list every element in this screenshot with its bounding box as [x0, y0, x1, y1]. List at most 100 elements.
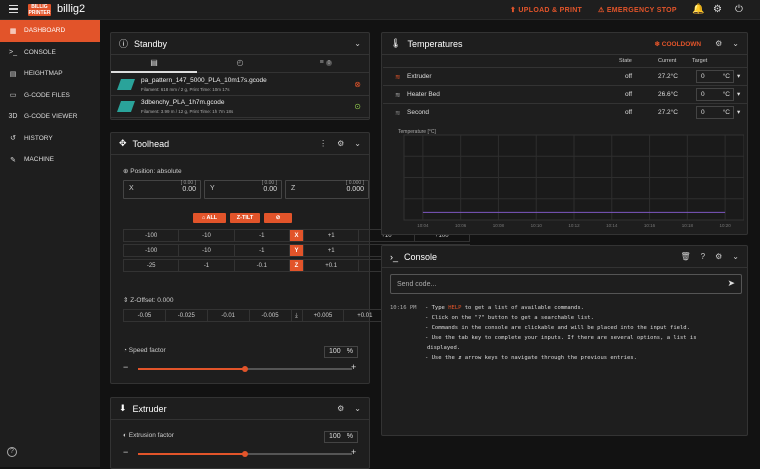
toolhead-settings-icon[interactable]: ⚙	[337, 139, 345, 148]
collapse-icon[interactable]: ⌄	[354, 404, 361, 413]
jog-x-button[interactable]: -100	[123, 229, 180, 242]
sidebar-item-console[interactable]: >_ CONSOLE	[0, 42, 100, 64]
send-icon[interactable]: ➤	[727, 278, 735, 288]
speed-increase-button[interactable]: +	[351, 362, 357, 372]
sidebar-item-history[interactable]: ↺ HISTORY	[0, 128, 100, 150]
more-icon[interactable]: ⋮	[319, 139, 328, 148]
extrusion-decrease-button[interactable]: −	[123, 447, 129, 457]
home-y-button[interactable]: Y	[288, 244, 304, 257]
heater-current: 26.6°C	[658, 91, 678, 98]
file-status-icon[interactable]: ⊗	[354, 80, 361, 89]
jog-y-button[interactable]: -10	[178, 244, 235, 257]
preset-dropdown-icon[interactable]: ▾	[737, 109, 741, 116]
menu-icon[interactable]	[9, 5, 18, 13]
zoffset-label: ⇕ Z-Offset: 0.000	[123, 297, 174, 304]
home-z-button[interactable]: Z	[288, 259, 304, 272]
standby-panel: ⓘ Standby ⌄ ▤ ◴ ≡ 0 pa_pattern_147_5000_PL…	[110, 32, 370, 120]
jog-y-button[interactable]: -100	[123, 244, 180, 257]
extruder-settings-icon[interactable]: ⚙	[337, 404, 345, 413]
position-z-input[interactable]: Z [ 0.000 ] 0.000	[285, 180, 369, 199]
collapse-icon[interactable]: ⌄	[354, 139, 361, 148]
help-console-icon[interactable]: ?	[700, 252, 706, 261]
sidebar-item-g-code-viewer[interactable]: 3D G-CODE VIEWER	[0, 106, 100, 128]
jog-x-button[interactable]: +1	[302, 229, 360, 242]
console-line[interactable]: - Type HELP to get a list of available c…	[425, 305, 584, 311]
zoffset-button[interactable]: +0.01	[343, 309, 387, 322]
sidebar-item-dashboard[interactable]: ▦ DASHBOARD	[0, 20, 100, 42]
extruder-icon: ⬇	[119, 403, 127, 413]
heater-state: off	[625, 91, 633, 98]
collapse-icon[interactable]: ⌄	[354, 39, 361, 48]
jog-z-button[interactable]: -25	[123, 259, 180, 272]
console-line[interactable]: - Commands in the console are clickable …	[425, 325, 690, 331]
console-settings-icon[interactable]: ⚙	[715, 252, 723, 261]
console-title: Console	[404, 251, 438, 262]
extrusion-increase-button[interactable]: +	[351, 447, 357, 457]
speed-decrease-button[interactable]: −	[123, 362, 129, 372]
settings-icon[interactable]: ⚙	[713, 4, 722, 15]
zoffset-button[interactable]: -0.05	[123, 309, 166, 322]
speed-slider-handle[interactable]	[242, 366, 248, 372]
info-icon: ⓘ	[119, 39, 129, 49]
zoffset-button[interactable]: -0.025	[164, 309, 208, 322]
tab-queue[interactable]: ≡ 0	[319, 59, 333, 66]
jog-y-button[interactable]: +1	[302, 244, 360, 257]
sidebar-item-label: HISTORY	[24, 134, 53, 142]
jog-z-button[interactable]: -0.1	[233, 259, 290, 272]
upload-print-button[interactable]: ⬆ UPLOAD & PRINT	[510, 7, 583, 14]
preset-dropdown-icon[interactable]: ▾	[737, 91, 741, 98]
tab-history[interactable]: ◴	[236, 58, 244, 67]
jog-z-button[interactable]: -1	[178, 259, 235, 272]
jog-y-button[interactable]: -1	[233, 244, 290, 257]
jog-z-button[interactable]: +0.1	[302, 259, 360, 272]
home-all-button[interactable]: ⌂ ALL	[193, 213, 226, 223]
home-x-button[interactable]: X	[288, 229, 304, 242]
upload-icon: ⬆	[510, 7, 517, 14]
file-row[interactable]: 3dbenchy_PLA_1h7m.gcode Filament: 3.99 m …	[111, 96, 369, 118]
sidebar-item-machine[interactable]: ✎ MACHINE	[0, 149, 100, 171]
console-input[interactable]: Send code... ➤	[390, 274, 742, 294]
history-icon: ↺	[10, 135, 16, 143]
power-icon[interactable]: ⏻	[735, 4, 743, 15]
extrusion-factor-input[interactable]: 100%	[324, 431, 358, 443]
collapse-icon[interactable]: ⌄	[732, 252, 739, 261]
cooldown-button[interactable]: ❄ COOLDOWN	[654, 40, 702, 48]
z-tilt-button[interactable]: Z-TILT	[230, 213, 260, 223]
position-x-input[interactable]: X [ 0.00 ] 0.00	[123, 180, 201, 199]
preset-dropdown-icon[interactable]: ▾	[737, 73, 741, 80]
console-line[interactable]: displayed.	[427, 345, 461, 351]
crosshair-icon: ⊕	[123, 168, 129, 175]
speed-factor-input[interactable]: 100%	[324, 346, 358, 358]
file-status-icon[interactable]: ⊙	[354, 102, 361, 111]
console-line[interactable]: - Use the tab key to complete your input…	[425, 335, 697, 341]
tab-files[interactable]: ▤	[111, 55, 197, 73]
clear-console-icon[interactable]: 🗑	[680, 252, 691, 261]
help-icon[interactable]: ?	[7, 447, 17, 457]
console-line[interactable]: - Click on the "?" button to get a searc…	[425, 315, 594, 321]
zoffset-button[interactable]: -0.01	[206, 309, 250, 322]
extrusion-factor-label: ◐ Extrusion factor	[123, 432, 174, 439]
heater-icon: ≋	[395, 110, 401, 117]
heater-target-input[interactable]: 0 °C	[696, 70, 734, 83]
notification-icon[interactable]: 🔔	[692, 4, 705, 15]
printer-logo[interactable]: BILLIG PRINTER	[28, 4, 51, 16]
sidebar-item-g-code-files[interactable]: ▭ G-CODE FILES	[0, 85, 100, 107]
file-row[interactable]: pa_pattern_147_5000_PLA_10m17s.gcode Fila…	[111, 74, 369, 96]
temperatures-title: Temperatures	[407, 38, 463, 49]
heater-target-input[interactable]: 0 °C	[696, 106, 734, 119]
zoffset-button[interactable]: +0.005	[301, 309, 345, 322]
temperatures-settings-icon[interactable]: ⚙	[715, 39, 723, 48]
heater-target-input[interactable]: 0 °C	[696, 88, 734, 101]
motors-off-button[interactable]: ⊘	[264, 213, 292, 223]
console-line[interactable]: - Use the ⇵ arrow keys to navigate throu…	[425, 355, 637, 361]
col-target: Target	[692, 58, 708, 64]
jog-x-button[interactable]: -10	[178, 229, 235, 242]
zoffset-button[interactable]: -0.005	[248, 309, 292, 322]
chart-x-tick: 10:12	[568, 223, 580, 228]
emergency-stop-button[interactable]: ⚠ EMERGENCY STOP	[598, 7, 677, 14]
jog-x-button[interactable]: -1	[233, 229, 290, 242]
extrusion-slider-handle[interactable]	[242, 451, 248, 457]
position-y-input[interactable]: Y [ 0.00 ] 0.00	[204, 180, 282, 199]
collapse-icon[interactable]: ⌄	[732, 39, 739, 48]
sidebar-item-heightmap[interactable]: ▤ HEIGHTMAP	[0, 63, 100, 85]
